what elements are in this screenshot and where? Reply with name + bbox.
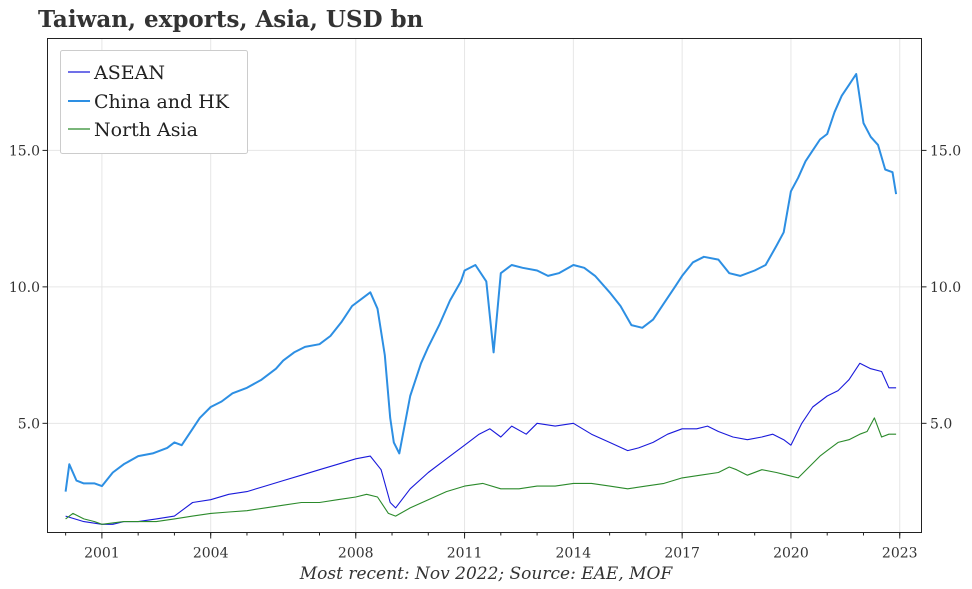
y-tick-label-right: 15.0 bbox=[930, 143, 961, 159]
x-tick-label: 2014 bbox=[556, 546, 592, 562]
x-tick-label: 2023 bbox=[882, 546, 918, 562]
series-line-north-asia bbox=[65, 417, 897, 525]
x-axis: 2001 2004 2008 2011 2014 2017 2020 2023 bbox=[65, 532, 918, 562]
y-axis-right: 5.0 10.0 15.0 bbox=[921, 143, 961, 432]
series-lines bbox=[64, 73, 898, 525]
series-line-asean bbox=[65, 362, 897, 525]
y-tick-label-right: 10.0 bbox=[930, 280, 961, 296]
legend-label-north-asia: North Asia bbox=[94, 119, 198, 141]
y-axis-left: 5.0 10.0 15.0 bbox=[9, 143, 48, 432]
source-caption: Most recent: Nov 2022; Source: EAE, MOF bbox=[299, 564, 673, 584]
x-tick-label: 2017 bbox=[664, 546, 700, 562]
plot-frame bbox=[47, 38, 922, 533]
legend-box bbox=[60, 50, 248, 154]
x-tick-label: 2001 bbox=[84, 546, 120, 562]
legend-label-china-hk: China and HK bbox=[94, 91, 230, 113]
x-tick-label: 2008 bbox=[338, 546, 374, 562]
grid-lines bbox=[47, 38, 922, 533]
y-tick-label-left: 10.0 bbox=[9, 280, 40, 296]
legend: ASEAN China and HK North Asia bbox=[60, 50, 248, 154]
y-tick-label-right: 5.0 bbox=[930, 416, 952, 432]
x-tick-label: 2011 bbox=[447, 546, 483, 562]
chart-title: Taiwan, exports, Asia, USD bn bbox=[38, 6, 424, 33]
y-tick-label-left: 5.0 bbox=[18, 416, 40, 432]
x-tick-label: 2020 bbox=[773, 546, 809, 562]
y-tick-label-left: 15.0 bbox=[9, 143, 40, 159]
series-line-china-hk bbox=[64, 73, 898, 492]
legend-label-asean: ASEAN bbox=[93, 62, 165, 84]
x-tick-label: 2004 bbox=[193, 546, 229, 562]
